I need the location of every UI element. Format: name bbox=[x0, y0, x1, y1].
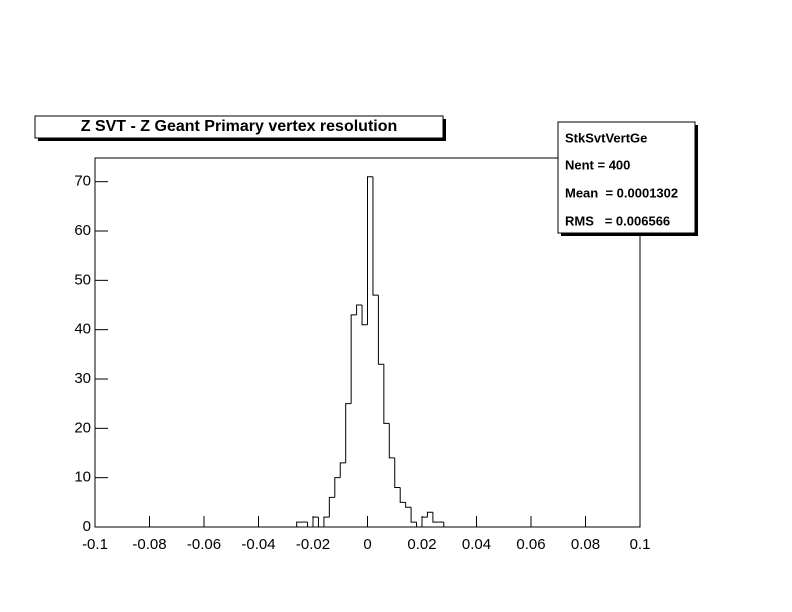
y-tick-label: 20 bbox=[74, 419, 91, 436]
histogram-bin bbox=[317, 517, 324, 528]
histogram-bin bbox=[312, 516, 319, 527]
y-tick-label: 40 bbox=[74, 321, 91, 338]
histogram-bin bbox=[372, 176, 379, 296]
histogram-bin bbox=[426, 511, 433, 518]
histogram-bin bbox=[367, 176, 373, 325]
chart-title: Z SVT - Z Geant Primary vertex resolutio… bbox=[81, 118, 398, 135]
x-tick-label: 0.06 bbox=[516, 536, 545, 553]
histogram-bin bbox=[296, 521, 303, 527]
y-tick-label: 30 bbox=[74, 370, 91, 387]
y-tick-label: 50 bbox=[74, 271, 91, 288]
histogram-bin bbox=[394, 457, 401, 489]
x-tick-label: 0 bbox=[363, 536, 371, 553]
histogram-bin bbox=[405, 502, 412, 508]
histogram-bin bbox=[399, 487, 406, 503]
y-tick-label: 70 bbox=[74, 173, 91, 190]
stats-line: RMS = 0.006566 bbox=[565, 213, 670, 228]
histogram-bin bbox=[443, 522, 450, 528]
histogram-bin bbox=[361, 305, 368, 326]
x-tick-label: 0.1 bbox=[630, 536, 651, 553]
histogram-bin bbox=[377, 295, 384, 365]
histogram-bin bbox=[339, 462, 346, 478]
histogram-bin bbox=[410, 507, 417, 523]
x-tick-label: 0.08 bbox=[571, 536, 600, 553]
x-tick-label: -0.1 bbox=[82, 536, 108, 553]
x-tick-label: -0.06 bbox=[187, 536, 221, 553]
histogram-bin bbox=[388, 423, 395, 459]
stats-line: Nent = 400 bbox=[565, 157, 630, 172]
histogram-bin bbox=[421, 516, 428, 527]
y-tick-label: 60 bbox=[74, 222, 91, 239]
histogram-bin bbox=[345, 403, 352, 463]
histogram-bin bbox=[350, 314, 357, 404]
x-tick-label: -0.02 bbox=[296, 536, 330, 553]
histogram-bin bbox=[356, 304, 363, 315]
histogram-bin bbox=[307, 522, 313, 528]
stats-name: StkSvtVertGe bbox=[565, 130, 647, 145]
x-tick-label: -0.08 bbox=[132, 536, 166, 553]
histogram-bin bbox=[383, 364, 390, 424]
x-tick-label: -0.04 bbox=[241, 536, 275, 553]
stats-box bbox=[557, 121, 696, 234]
title-box bbox=[34, 115, 444, 139]
histogram-bin bbox=[416, 522, 422, 528]
histogram-bin bbox=[334, 477, 341, 498]
stats-line: Mean = 0.0001302 bbox=[565, 185, 678, 200]
histogram-bin bbox=[323, 516, 330, 527]
x-tick-label: 0.02 bbox=[407, 536, 436, 553]
histogram-bin bbox=[432, 512, 439, 523]
y-tick-label: 0 bbox=[83, 518, 91, 535]
x-tick-label: 0.04 bbox=[462, 536, 491, 553]
y-tick-label: 10 bbox=[74, 469, 91, 486]
histogram-bin bbox=[328, 496, 335, 518]
